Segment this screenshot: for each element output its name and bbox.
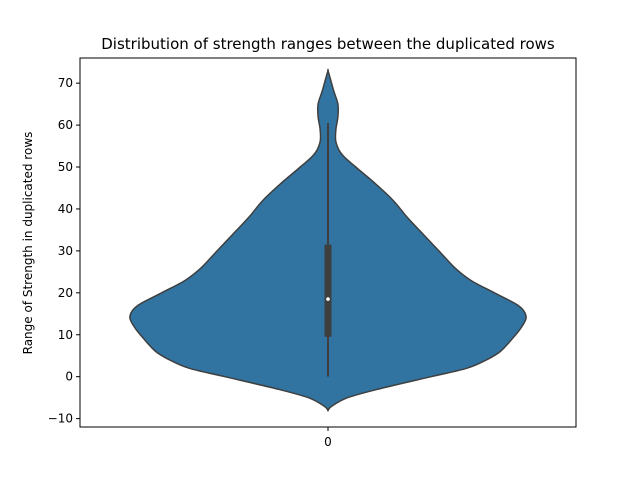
x-axis: 0 xyxy=(324,427,332,449)
y-tick-label: 50 xyxy=(58,160,73,174)
y-tick-label: 40 xyxy=(58,202,73,216)
y-axis: −10 0 10 20 30 40 50 60 70 xyxy=(48,76,80,426)
y-tick-label: 10 xyxy=(58,328,73,342)
y-tick-label: 60 xyxy=(58,118,73,132)
plot-area xyxy=(129,68,527,412)
y-tick-label: 0 xyxy=(65,370,73,384)
axes-frame xyxy=(79,57,577,428)
y-tick-label: −10 xyxy=(48,412,73,426)
y-tick-label: 30 xyxy=(58,244,73,258)
y-tick-label: 20 xyxy=(58,286,73,300)
y-axis-label: Range of Strength in duplicated rows xyxy=(21,132,35,355)
y-tick-label: 70 xyxy=(58,76,73,90)
iqr-box xyxy=(324,244,332,337)
median-marker xyxy=(326,297,330,301)
x-tick-label: 0 xyxy=(324,435,332,449)
chart-title: Distribution of strength ranges between … xyxy=(101,35,555,53)
